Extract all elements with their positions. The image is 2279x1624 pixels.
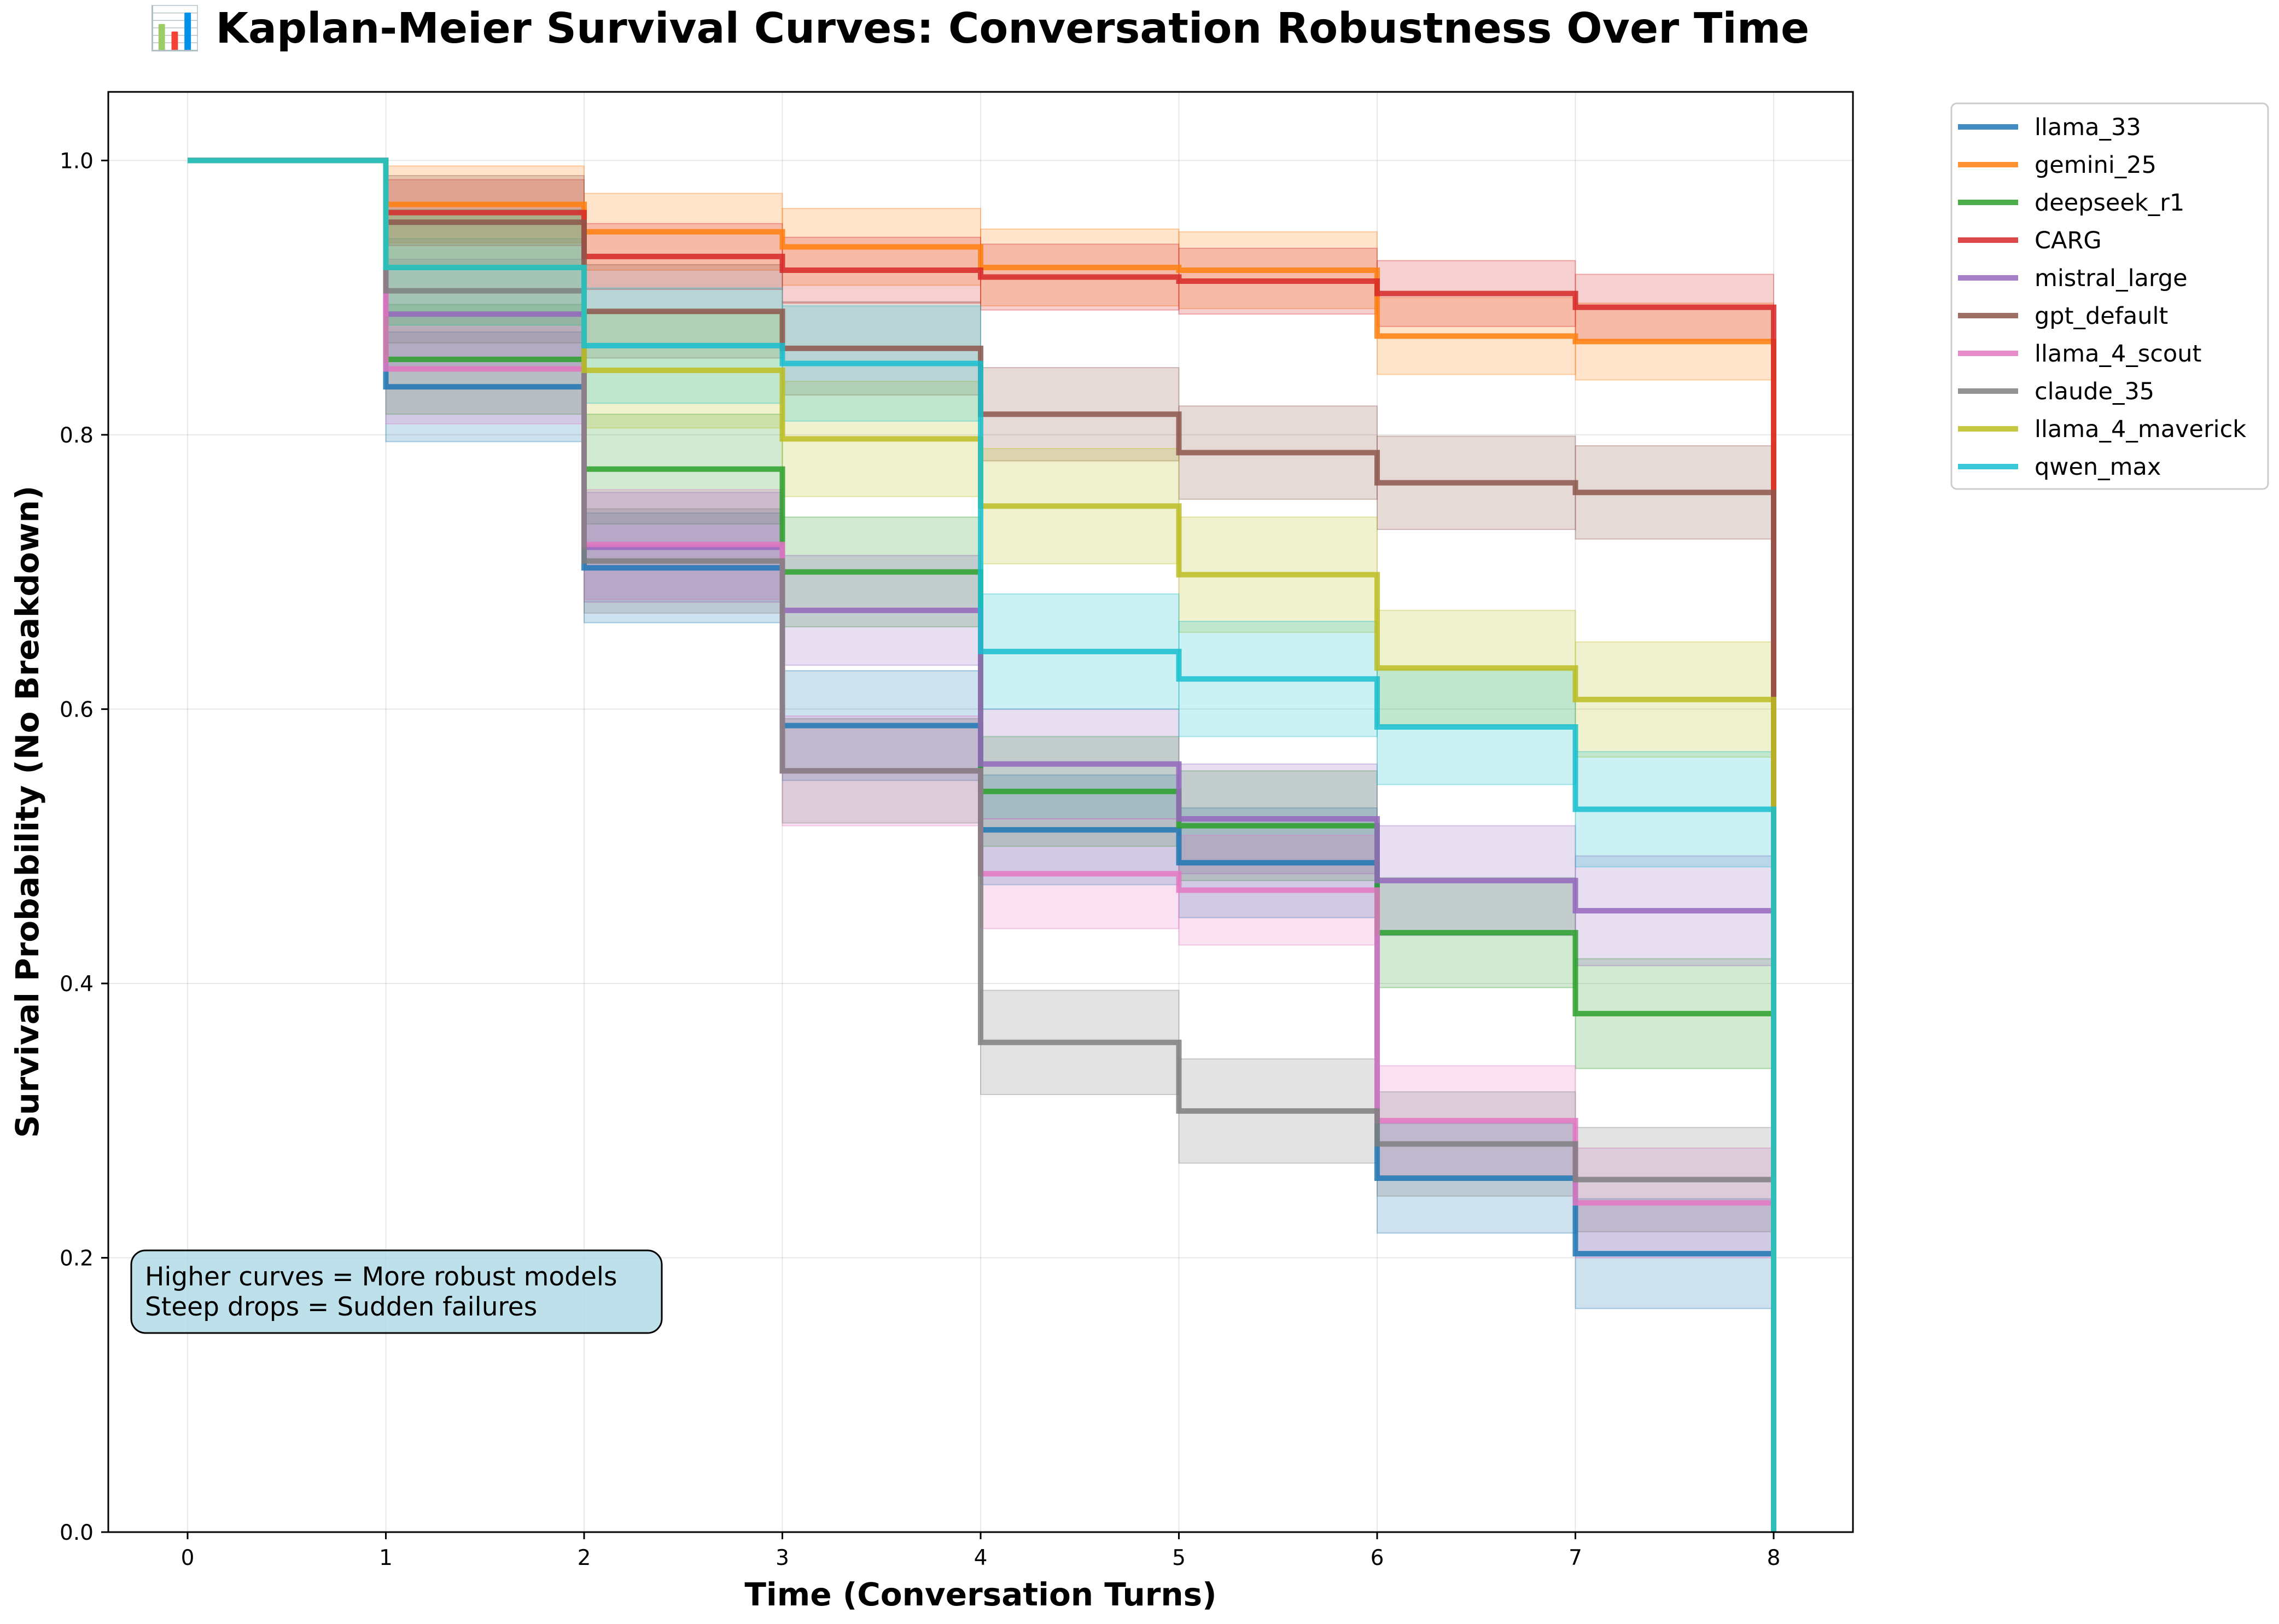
x-tick-label: 1 (379, 1546, 393, 1570)
legend-label: CARG (2035, 227, 2102, 254)
y-tick-label: 1.0 (60, 149, 94, 173)
annotation-line-2: Steep drops = Sudden failures (145, 1292, 537, 1322)
y-axis-label: Survival Probability (No Breakdown) (9, 486, 46, 1138)
x-tick-label: 3 (776, 1546, 789, 1570)
legend-entry-gpt_default: gpt_default (1958, 302, 2168, 330)
y-tick-label: 0.2 (60, 1246, 94, 1271)
legend: llama_33 gemini_25 deepseek_r1 CARG mistral_… (1950, 102, 2269, 490)
annotation-background (130, 1249, 663, 1334)
legend-entry-mistral_large: mistral_large (1958, 265, 2188, 292)
y-tick-label: 0.4 (60, 972, 94, 997)
legend-label: llama_4_maverick (2035, 416, 2246, 443)
survival-line-gemini_25 (188, 158, 1776, 1532)
legend-label: mistral_large (2035, 265, 2188, 292)
x-tick-label: 4 (974, 1546, 988, 1570)
x-tick-label: 7 (1569, 1546, 1582, 1570)
annotation-line-1: Higher curves = More robust models (145, 1262, 617, 1292)
legend-entry-gemini_25: gemini_25 (1958, 152, 2156, 179)
legend-label: gemini_25 (2035, 152, 2156, 179)
survival-line-claude_35 (188, 158, 1776, 1532)
legend-label: deepseek_r1 (2035, 189, 2184, 217)
x-tick-label: 6 (1371, 1546, 1384, 1570)
survival-line-CARG (188, 158, 1776, 1532)
legend-entry-deepseek_r1: deepseek_r1 (1958, 189, 2184, 217)
x-tick-label: 5 (1172, 1546, 1186, 1570)
survival-curves (188, 158, 1776, 1532)
survival-line-qwen_max (188, 158, 1776, 1532)
legend-label: llama_33 (2035, 114, 2141, 141)
survival-line-mistral_large (188, 158, 1776, 1532)
legend-entry-CARG: CARG (1958, 227, 2102, 254)
legend-entry-llama_4_scout: llama_4_scout (1958, 340, 2201, 368)
y-tick-label: 0.6 (60, 697, 94, 722)
annotation-box: Higher curves = More robust models Steep… (130, 1249, 663, 1334)
legend-entry-llama_33: llama_33 (1958, 114, 2141, 141)
legend-frame (1950, 102, 2269, 490)
chart-title: 📊 Kaplan-Meier Survival Curves: Conversa… (149, 4, 1810, 53)
x-axis-label: Time (Conversation Turns) (744, 1576, 1216, 1613)
legend-label: claude_35 (2035, 378, 2154, 405)
legend-label: gpt_default (2035, 302, 2168, 330)
legend-entry-llama_4_maverick: llama_4_maverick (1958, 416, 2246, 443)
legend-label: qwen_max (2035, 453, 2161, 481)
x-tick-label: 0 (181, 1546, 195, 1570)
legend-entry-claude_35: claude_35 (1958, 378, 2154, 405)
legend-entries: llama_33 gemini_25 deepseek_r1 CARG mistral_… (1958, 114, 2246, 481)
axis-ticks: 0 1 2 3 4 5 6 7 8 0.0 0.2 0.4 0.6 0.8 1.0 (60, 149, 1780, 1570)
x-tick-label: 8 (1767, 1546, 1781, 1570)
y-tick-label: 0.8 (60, 423, 94, 448)
legend-entry-qwen_max: qwen_max (1958, 453, 2161, 481)
legend-label: llama_4_scout (2035, 340, 2201, 368)
x-tick-label: 2 (578, 1546, 591, 1570)
y-tick-label: 0.0 (60, 1521, 94, 1545)
